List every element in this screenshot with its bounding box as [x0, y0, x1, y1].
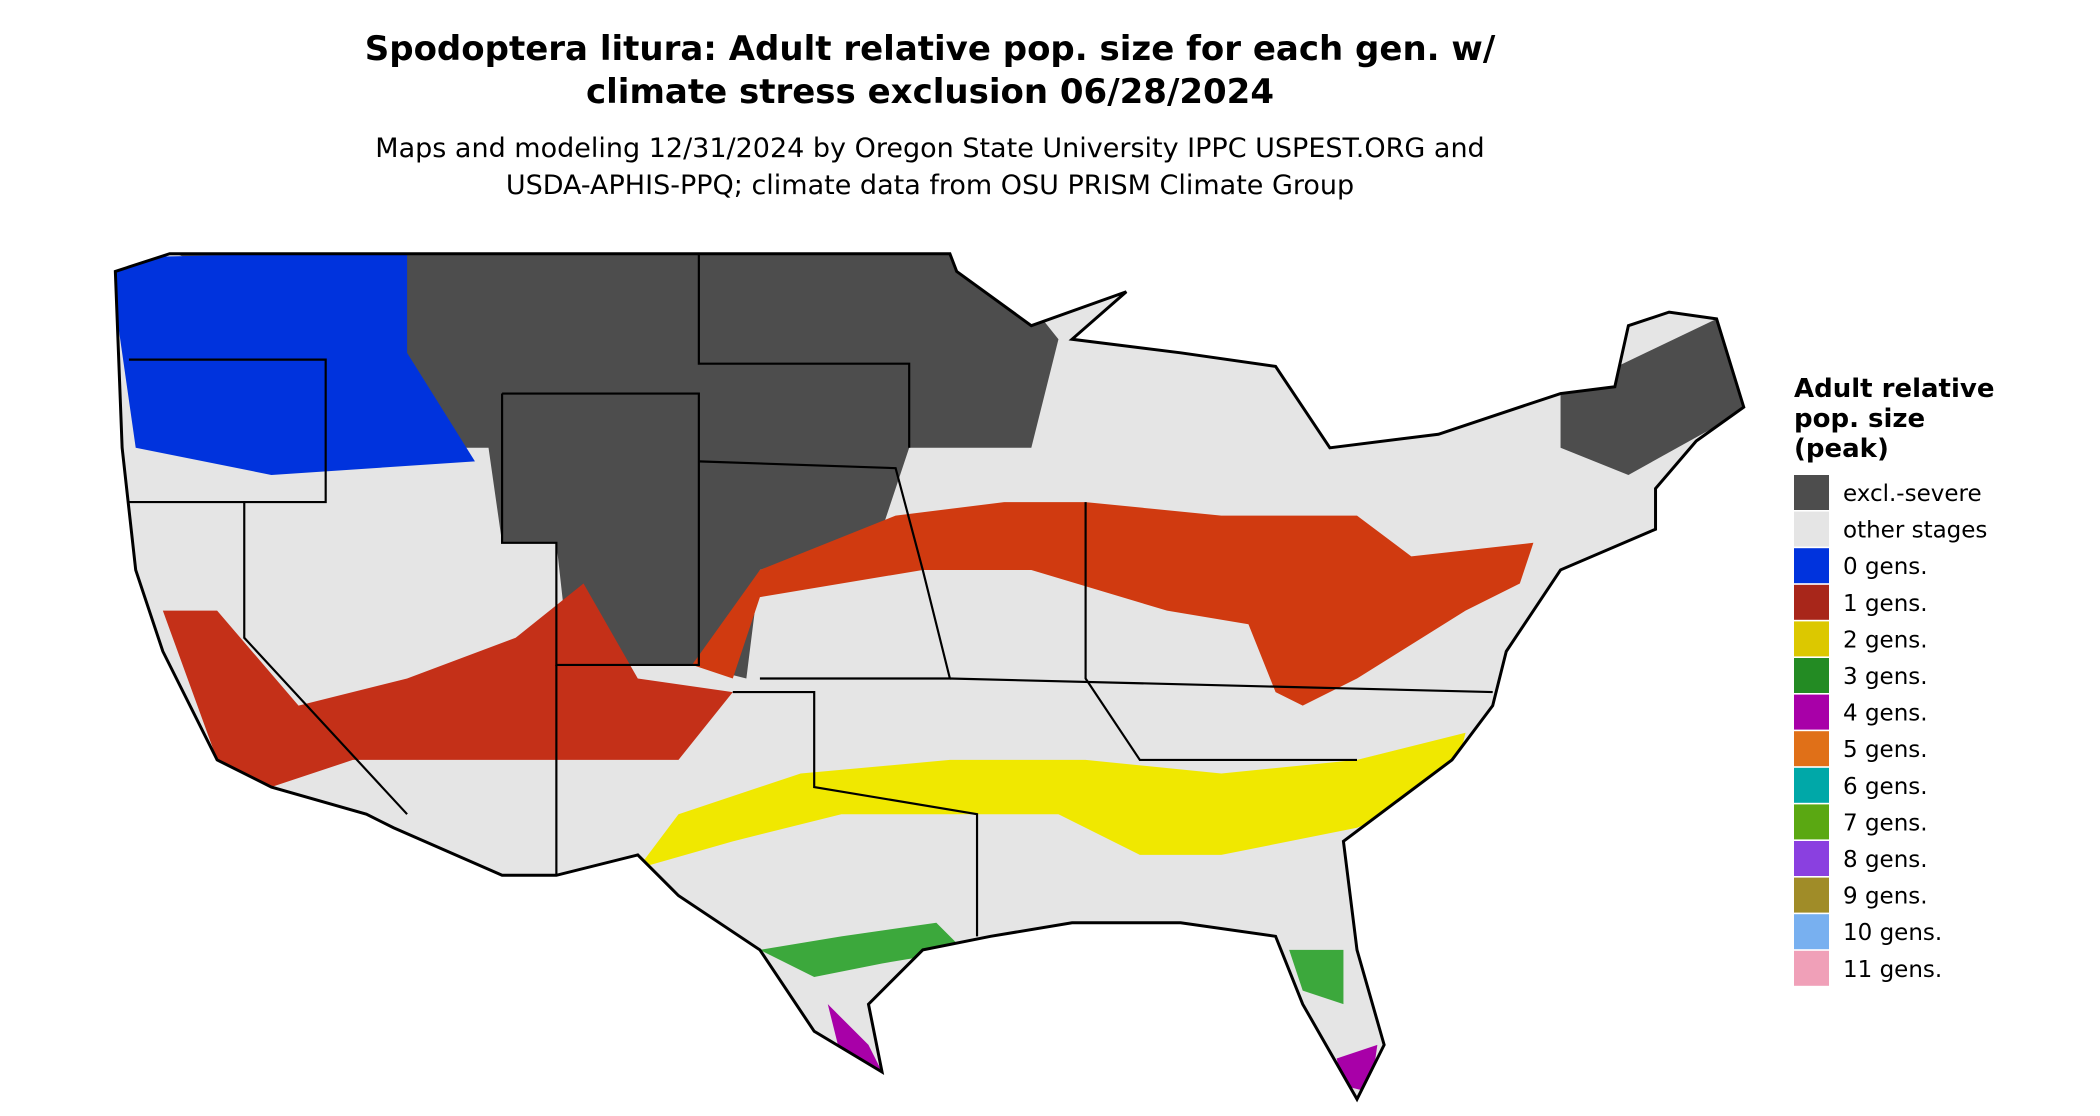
legend-swatch — [1794, 767, 1829, 803]
us-outline — [113, 252, 1746, 1103]
legend-label: 6 gens. — [1843, 774, 1928, 800]
title: climate stress exclusion 06/28/2024 — [586, 72, 1274, 112]
legend-swatch — [1794, 658, 1829, 693]
state-lines — [128, 253, 1493, 937]
region-1-gens — [692, 502, 1534, 706]
legend-swatch — [1794, 548, 1829, 584]
map — [113, 252, 1746, 1103]
region-3-gens — [1289, 949, 1344, 1005]
region-excluded — [1560, 318, 1744, 475]
subtitle: USDA-APHIS-PPQ; climate data from OSU PR… — [506, 170, 1354, 201]
legend-label: other stages — [1843, 518, 1987, 544]
legend-label: 10 gens. — [1843, 920, 1942, 946]
legend-title: Adult relative — [1794, 374, 1994, 404]
legend-label: 1 gens. — [1843, 591, 1928, 617]
region-2-gens — [637, 732, 1466, 869]
legend-label: 11 gens. — [1843, 957, 1942, 983]
region-3-gens — [759, 922, 964, 978]
legend-label: 0 gens. — [1843, 554, 1928, 580]
legend-swatch — [1794, 694, 1829, 730]
legend-label: 7 gens. — [1843, 810, 1928, 836]
legend-swatch — [1794, 877, 1829, 913]
legend-swatch — [1794, 914, 1829, 950]
region-1-gens — [162, 583, 733, 788]
legend-swatch — [1794, 841, 1829, 876]
legend-label: 5 gens. — [1843, 737, 1928, 763]
title: Spodoptera litura: Adult relative pop. s… — [365, 29, 1496, 69]
legend-label: 9 gens. — [1843, 884, 1928, 910]
region-0-gens — [115, 253, 475, 475]
legend-label: 4 gens. — [1843, 701, 1928, 727]
legend-title: (peak) — [1794, 434, 1889, 464]
legend-label: excl.-severe — [1843, 481, 1982, 507]
legend-title: pop. size — [1794, 404, 1925, 434]
legend-label: 2 gens. — [1843, 627, 1928, 653]
legend-label: 3 gens. — [1843, 664, 1928, 690]
legend-swatch — [1794, 950, 1829, 986]
legend-swatch — [1794, 804, 1829, 840]
legend-swatch — [1794, 584, 1829, 620]
legend-swatch — [1794, 621, 1829, 657]
legend-label: 8 gens. — [1843, 847, 1928, 873]
legend-swatch — [1794, 731, 1829, 767]
legend-swatch — [1794, 511, 1829, 547]
subtitle: Maps and modeling 12/31/2024 by Oregon S… — [375, 133, 1484, 164]
legend-swatch — [1794, 475, 1829, 510]
